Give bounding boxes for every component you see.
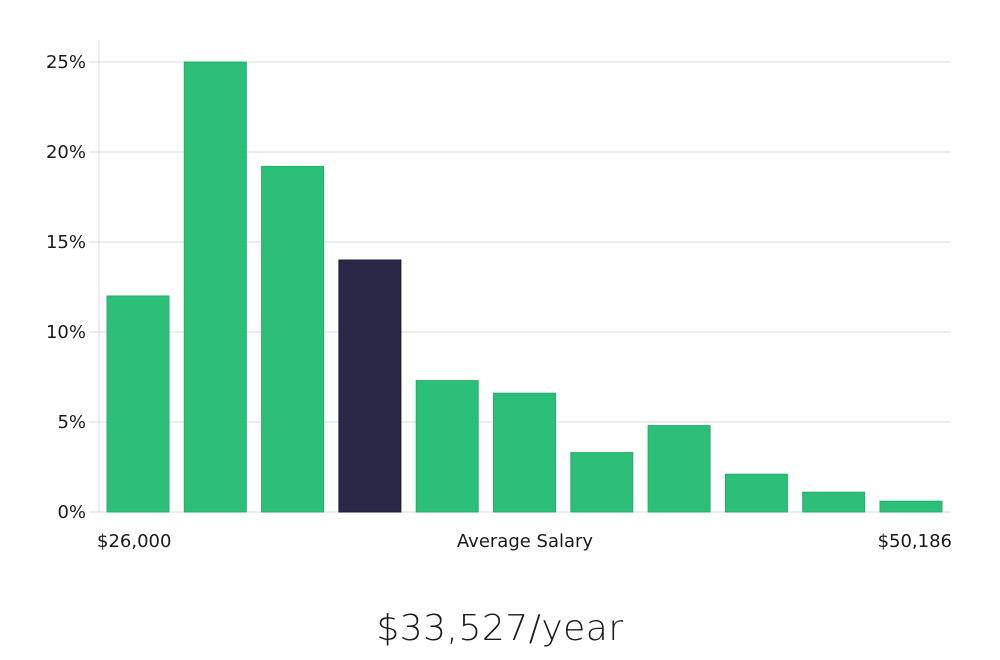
histogram-bar-highlighted	[338, 259, 402, 513]
histogram-bar	[106, 295, 170, 513]
y-axis-tick-labels: 0% 5% 10% 15% 20% 25%	[46, 52, 86, 523]
x-axis-min-label: $26,000	[97, 531, 171, 552]
histogram-bar	[261, 165, 325, 513]
average-salary-value: $33,527/year	[376, 608, 624, 649]
histogram-bar	[647, 425, 711, 513]
x-axis-max-label: $50,186	[878, 531, 952, 552]
y-tick-label: 25%	[46, 52, 86, 73]
y-tick-label: 0%	[57, 502, 86, 523]
histogram-bar	[183, 61, 247, 513]
histogram-bar	[802, 491, 866, 513]
x-axis-center-label: Average Salary	[457, 531, 594, 552]
histogram-bar	[879, 500, 943, 513]
histogram-bar	[415, 380, 479, 513]
y-tick-label: 15%	[46, 232, 86, 253]
salary-distribution-chart: 0%5%10%15%20%25% $26,000 Average Salary …	[46, 40, 952, 552]
histogram-bar	[493, 392, 556, 513]
histogram-bar	[724, 473, 788, 513]
y-tick-label: 5%	[57, 412, 86, 433]
histogram-bar	[570, 452, 634, 513]
histogram-bars	[106, 61, 943, 513]
y-tick-label: 20%	[46, 142, 86, 163]
y-tick-label: 10%	[46, 322, 86, 343]
